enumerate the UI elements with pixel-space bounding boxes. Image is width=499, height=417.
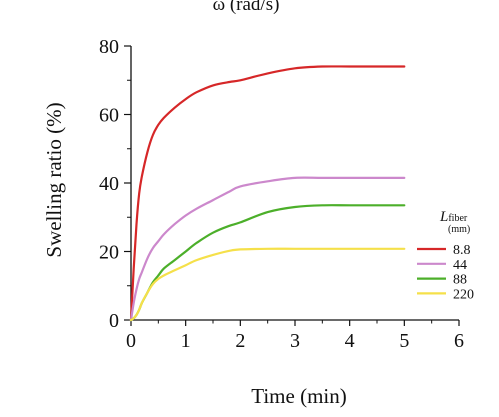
x-tick-label: 2 [235,330,245,352]
series-line-8.8 [129,65,406,322]
legend-label-88: 88 [453,273,467,288]
x-tick-label: 6 [454,330,464,352]
legend-title-sub: fiber [448,213,468,224]
legend-title-unit: (mm) [448,224,470,235]
y-tick-label: 20 [99,242,119,264]
y-tick-label: 0 [109,310,119,332]
legend-title-main: L [439,209,448,225]
x-tick-label: 0 [126,330,136,352]
y-axis-label: Swelling ratio (%) [42,102,66,257]
legend-title: Lfiber [439,209,468,225]
top-label: ω (rad/s) [213,0,280,15]
series-line-220 [129,247,406,322]
x-tick-label: 5 [399,330,409,352]
series-layer [129,65,406,322]
series-line-88 [129,204,406,322]
legend-label-220: 220 [453,287,474,302]
y-tick-label: 40 [99,173,119,195]
y-tick-label: 60 [99,105,119,127]
x-tick-label: 1 [181,330,191,352]
x-axis-label: Time (min) [251,384,346,408]
x-tick-label: 4 [345,330,355,352]
legend-label-8.8: 8.8 [453,243,471,258]
series-line-44 [129,176,406,322]
x-tick-label: 3 [290,330,300,352]
y-tick-label: 80 [99,36,119,58]
legend-label-44: 44 [453,258,467,273]
